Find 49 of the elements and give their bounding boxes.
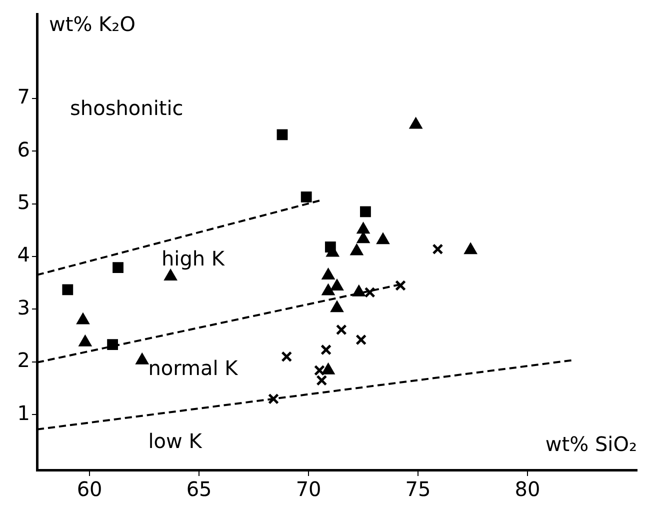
point [112,262,124,274]
point [300,191,312,202]
point [352,284,366,296]
point [330,300,344,312]
point [356,232,370,244]
point [324,242,336,252]
y-tick-label: 1 [17,400,30,425]
x-tick-label: 70 [296,477,322,502]
x-axis-title: wt% SiO₂ [545,432,637,456]
x-tick-label: 60 [76,477,102,502]
point [76,312,90,324]
y-tick-label: 3 [17,295,30,320]
x-tick-label: 65 [186,477,212,502]
annotation: normal K [148,356,239,380]
point [350,244,364,256]
point [464,242,478,254]
point [107,339,118,350]
y-axis-title: wt% K₂O [49,12,136,36]
point [356,334,367,346]
point [356,222,370,234]
point [364,286,376,298]
point [268,393,279,404]
annotation: high K [161,246,226,270]
point [322,362,335,374]
annotation: low K [148,428,203,453]
point [409,117,422,129]
point [276,129,288,140]
y-tick-label: 4 [17,242,30,267]
x-tick-label: 80 [514,477,540,502]
point [322,284,335,296]
point [320,344,332,356]
y-tick-label: 2 [17,348,30,372]
point [136,352,149,364]
point [336,324,347,336]
x-tick-label: 75 [405,477,431,502]
point [164,269,178,281]
annotation: shoshonitic [70,96,184,120]
y-tick-label: 5 [17,190,30,214]
y-tick-label: 7 [17,84,30,109]
point [78,334,92,346]
point [360,206,371,218]
point [432,244,444,255]
point [322,268,335,280]
y-tick-label: 6 [17,137,30,162]
point [376,232,390,244]
point [395,280,406,291]
point [281,351,292,362]
point [62,284,74,296]
point [330,279,344,291]
